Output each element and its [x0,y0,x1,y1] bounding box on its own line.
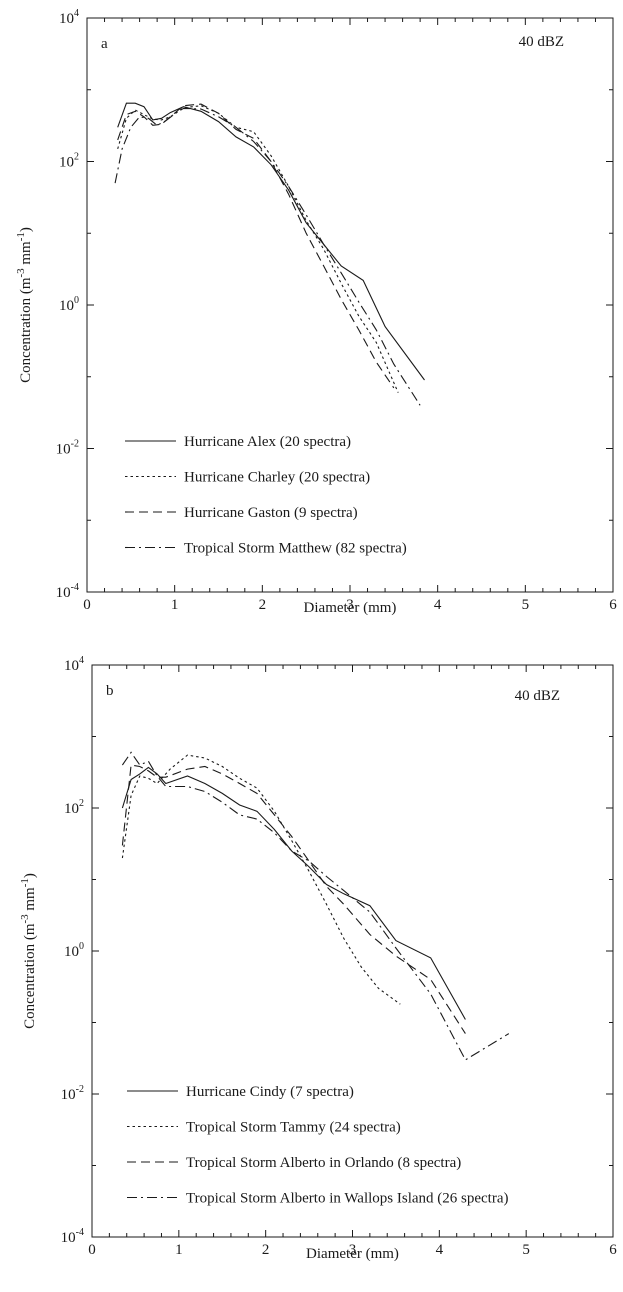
x-tick-label: 6 [609,597,617,613]
series-line [117,105,399,393]
x-tick-label: 6 [609,1242,617,1258]
series-line [117,102,425,381]
panel-a-chart: 0 1 2 3 4 5 6 10-4 10-2 100 102 104 Diameter (mm) Con… [15,8,617,616]
x-tick-label: 2 [262,1242,270,1258]
annotation-label: 40 dBZ [519,34,564,50]
y-tick-label: 10-2 [56,439,79,458]
legend-label: Tropical Storm Matthew (82 spectra) [184,541,407,557]
legend-label: Hurricane Charley (20 spectra) [184,470,370,486]
plot-frame [91,664,614,1238]
x-tick-label: 1 [171,597,179,613]
x-tick-label: 5 [522,1242,530,1258]
legend-label: Hurricane Gaston (9 spectra) [184,505,358,521]
legend-label: Tropical Storm Tammy (24 spectra) [186,1120,401,1136]
y-tick-label: 100 [64,941,84,960]
series-line [117,103,395,389]
y-tick-label: 104 [59,8,79,27]
x-tick-label: 2 [259,597,267,613]
x-tick-label: 4 [436,1242,444,1258]
series-line [121,764,466,1034]
series-line [121,754,401,1005]
x-axis-label: Diameter (mm) [304,600,397,616]
legend-label: Tropical Storm Alberto in Orlando (8 spe… [186,1155,461,1171]
y-tick-label: 100 [59,295,79,314]
annotation-label: 40 dBZ [515,688,560,704]
panel-label: a [101,36,108,52]
series-line [114,107,421,406]
legend-label: Hurricane Cindy (7 spectra) [186,1084,354,1100]
panel-label: b [106,683,114,699]
x-tick-label: 0 [88,1242,96,1258]
y-axis-label: Concentration (m-3 mm-1) [15,227,34,383]
y-tick-label: 10-2 [61,1084,84,1103]
y-axis-label: Concentration (m-3 mm-1) [19,873,38,1029]
x-tick-label: 4 [434,597,442,613]
series-line [121,751,510,1061]
series-line [121,766,466,1020]
x-tick-label: 3 [349,1242,357,1258]
legend-label: Tropical Storm Alberto in Wallops Island… [186,1191,509,1207]
panel-b-chart: 0 1 2 3 4 5 6 10-4 10-2 100 102 104 Diameter (mm) Con… [19,655,617,1262]
y-tick-label: 10-4 [61,1227,84,1246]
x-tick-label: 3 [346,597,354,613]
y-tick-label: 102 [59,152,79,171]
legend-label: Hurricane Alex (20 spectra) [184,434,351,450]
y-tick-label: 10-4 [56,582,79,601]
y-tick-label: 104 [64,655,84,674]
y-tick-label: 102 [64,798,84,817]
x-tick-label: 0 [83,597,91,613]
x-axis-label: Diameter (mm) [306,1246,399,1262]
x-tick-label: 1 [175,1242,183,1258]
x-tick-label: 5 [522,597,530,613]
